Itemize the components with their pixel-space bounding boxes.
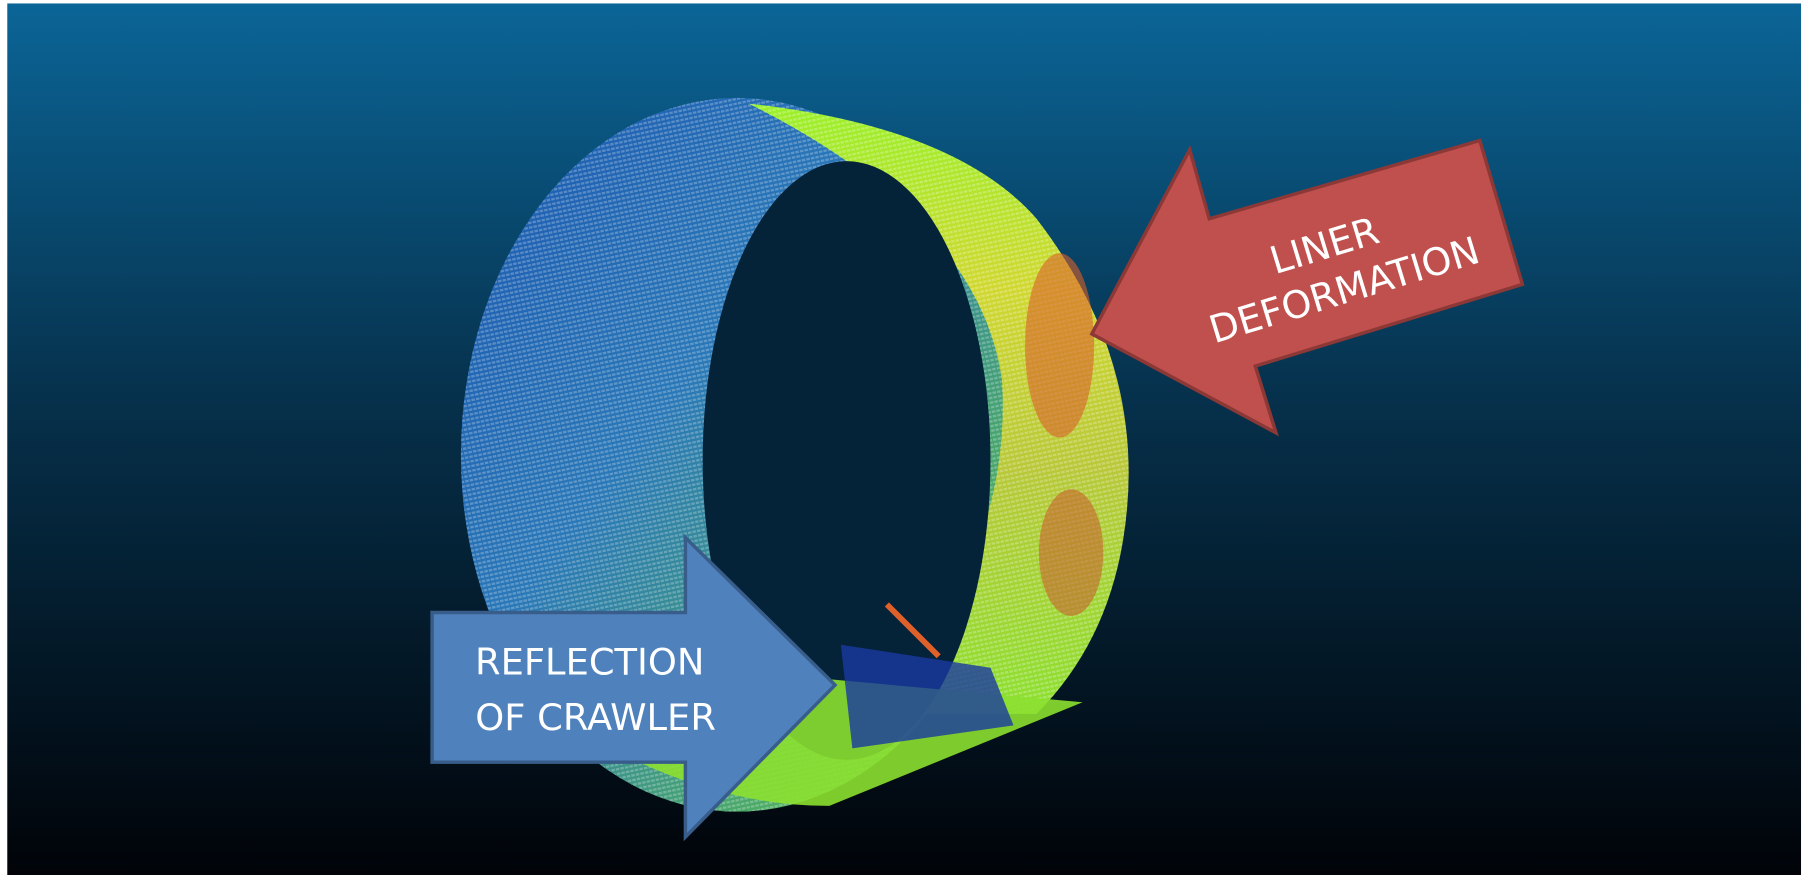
red-arrow — [1089, 138, 1525, 437]
crawler-label: REFLECTION OF CRAWLER — [475, 641, 716, 739]
label-line: OF CRAWLER — [475, 696, 716, 739]
label-line: REFLECTION — [475, 641, 704, 684]
blue-arrow — [430, 533, 838, 842]
